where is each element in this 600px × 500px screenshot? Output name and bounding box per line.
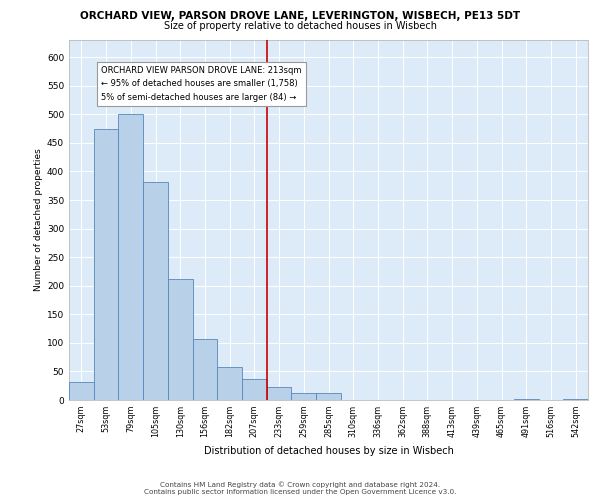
Bar bbox=[242, 379, 267, 400]
Text: Size of property relative to detached houses in Wisbech: Size of property relative to detached ho… bbox=[163, 21, 437, 31]
Text: Contains HM Land Registry data © Crown copyright and database right 2024.: Contains HM Land Registry data © Crown c… bbox=[160, 481, 440, 488]
Bar bbox=[193, 340, 217, 400]
Bar bbox=[267, 388, 292, 400]
Bar bbox=[514, 399, 539, 400]
Bar bbox=[292, 392, 316, 400]
Bar bbox=[563, 399, 588, 400]
Bar bbox=[217, 367, 242, 400]
Bar bbox=[94, 128, 118, 400]
Text: Contains public sector information licensed under the Open Government Licence v3: Contains public sector information licen… bbox=[144, 489, 456, 495]
Bar bbox=[168, 280, 193, 400]
Bar bbox=[69, 382, 94, 400]
Y-axis label: Number of detached properties: Number of detached properties bbox=[34, 148, 43, 292]
Bar bbox=[143, 182, 168, 400]
Bar bbox=[316, 393, 341, 400]
Bar bbox=[118, 114, 143, 400]
Text: ORCHARD VIEW, PARSON DROVE LANE, LEVERINGTON, WISBECH, PE13 5DT: ORCHARD VIEW, PARSON DROVE LANE, LEVERIN… bbox=[80, 11, 520, 21]
X-axis label: Distribution of detached houses by size in Wisbech: Distribution of detached houses by size … bbox=[203, 446, 454, 456]
Text: ORCHARD VIEW PARSON DROVE LANE: 213sqm
← 95% of detached houses are smaller (1,7: ORCHARD VIEW PARSON DROVE LANE: 213sqm ←… bbox=[101, 66, 302, 102]
